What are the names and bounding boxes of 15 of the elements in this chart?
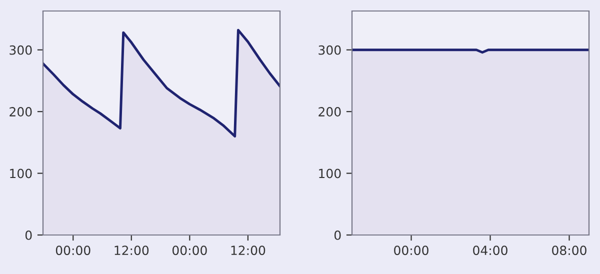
y-tick-label: 300: [10, 45, 32, 55]
y-tick-label: 200: [318, 107, 341, 117]
y-tick-label: 0: [334, 230, 341, 240]
x-tick-label: 00:00: [394, 246, 428, 256]
x-tick-label: 00:00: [172, 246, 207, 256]
y-tick-label: 300: [318, 45, 341, 55]
x-tick-label: 00:00: [56, 246, 90, 256]
y-tick-label: 0: [25, 230, 32, 240]
y-tick-label: 200: [10, 107, 32, 117]
y-tick-label: 100: [10, 168, 32, 178]
x-tick-label: 12:00: [114, 246, 149, 256]
y-tick-label: 100: [319, 168, 341, 178]
x-tick-label: 08:00: [552, 246, 586, 256]
x-tick-label: 04:00: [473, 246, 508, 256]
x-tick-label: 12:00: [231, 246, 266, 256]
